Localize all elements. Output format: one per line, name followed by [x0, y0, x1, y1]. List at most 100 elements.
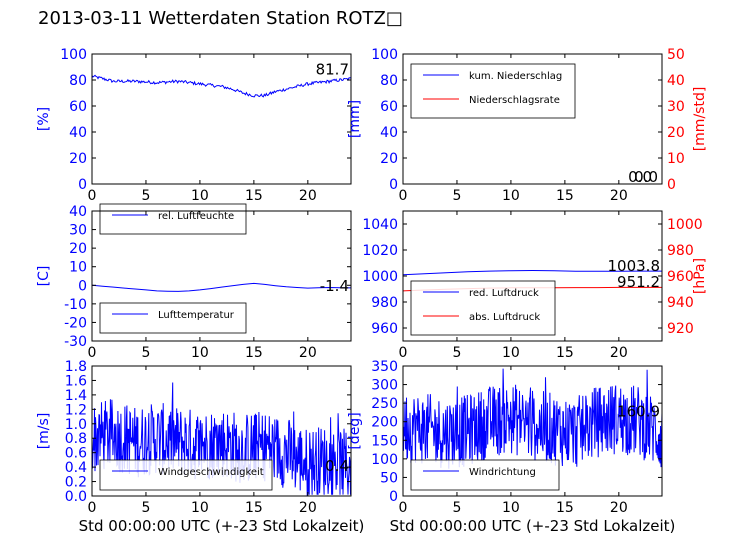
- legend-temperature: Lufttemperatur: [99, 302, 247, 334]
- value-annotation: 1003.8: [608, 257, 661, 275]
- legend-box: [99, 203, 247, 235]
- y-tick-label: 1020: [362, 243, 398, 259]
- y-tick-label: 0.4: [65, 460, 87, 476]
- y2-tick-label: 20: [667, 125, 685, 141]
- legend-label: Niederschlagsrate: [469, 95, 560, 106]
- legend-label: abs. Luftdruck: [469, 312, 540, 323]
- y-tick-label: 20: [69, 151, 87, 167]
- y-tick-label: 0.2: [65, 475, 87, 491]
- y-tick-label: 0.0: [65, 489, 87, 505]
- legend-label: rel. Luftfeuchte: [158, 211, 234, 222]
- x-tick-label: 20: [610, 345, 628, 361]
- legend-label: kum. Niederschlag: [469, 71, 562, 82]
- y-tick-label: 300: [371, 378, 398, 394]
- value-annotation: 0.0: [628, 168, 652, 186]
- y-tick-label: -20: [64, 315, 87, 331]
- y-tick-label: 980: [371, 295, 398, 311]
- y-tick-label: 20: [380, 151, 398, 167]
- x-tick-label: 20: [610, 500, 628, 516]
- panel-temperature: 0 5 10 15 20 -30 -20 -10 0 10 20 30 40 [C] Lufttempera…: [36, 204, 352, 361]
- y-tick-label: 40: [69, 204, 87, 220]
- series-line-temperature-0: [91, 282, 352, 292]
- value-annotation: 0.4: [325, 457, 349, 475]
- legend-label: red. Luftdruck: [469, 288, 539, 299]
- legend-box: [410, 63, 576, 119]
- series-line-windspeed-0: [91, 382, 352, 497]
- y2-tick-label: 920: [667, 321, 694, 337]
- x-tick-label: 5: [141, 188, 150, 204]
- value-annotation: 951.2: [617, 273, 660, 291]
- y2-tick-label: 0: [667, 177, 676, 193]
- y2-axis-label: [mm/std]: [692, 87, 708, 152]
- x-tick-label: 15: [556, 500, 574, 516]
- x-tick-label: 20: [299, 188, 317, 204]
- x-tick-label: 5: [141, 500, 150, 516]
- legend-precip: kum. Niederschlag Niederschlagsrate: [410, 63, 576, 119]
- value-annotation: 160.9: [617, 403, 660, 421]
- y-tick-label: 80: [69, 73, 87, 89]
- legend-box: [410, 459, 560, 491]
- y-tick-label: -30: [64, 334, 87, 350]
- legend-label: Windrichtung: [469, 467, 536, 478]
- y-tick-label: 350: [371, 359, 398, 375]
- y-axis-label: [deg]: [347, 412, 363, 449]
- y-tick-label: 40: [380, 125, 398, 141]
- y-tick-label: 0.8: [65, 431, 87, 447]
- value-annotation: -1.4: [320, 277, 349, 295]
- y-tick-label: 1.6: [65, 373, 87, 389]
- value-annotation: 81.7: [316, 61, 349, 79]
- plot-frame: [91, 365, 352, 497]
- y2-tick-label: 40: [667, 73, 685, 89]
- y2-tick-label: 30: [667, 99, 685, 115]
- y-tick-label: 0: [389, 177, 398, 193]
- legend-box: [99, 302, 247, 334]
- page-title: 2013-03-11 Wetterdaten Station ROTZ□: [38, 8, 403, 29]
- x-tick-label: 0: [399, 345, 408, 361]
- x-tick-label: 20: [299, 345, 317, 361]
- legend-windspeed: Windgeschwindigkeit: [99, 459, 273, 491]
- legend-humidity: rel. Luftfeuchte: [99, 203, 247, 235]
- y-tick-label: 100: [371, 47, 398, 63]
- y2-tick-label: 10: [667, 151, 685, 167]
- y-tick-label: 0: [78, 278, 87, 294]
- series-line-pressure-0: [402, 269, 662, 276]
- x-tick-label: 5: [452, 500, 461, 516]
- x-tick-label: 15: [556, 188, 574, 204]
- x-tick-label: 0: [88, 500, 97, 516]
- x-tick-label: 15: [245, 188, 263, 204]
- x-tick-label: 10: [502, 345, 520, 361]
- y-tick-label: 200: [371, 415, 398, 431]
- x-tick-label: 10: [502, 188, 520, 204]
- y-tick-label: 1040: [362, 217, 398, 233]
- series-line-humidity-0: [91, 74, 352, 98]
- x-tick-label: 5: [452, 188, 461, 204]
- panel-windspeed: 0 5 10 15 200.00.20.40.60.81.01.21.41.61.8[m…: [36, 359, 364, 535]
- legend-winddir: Windrichtung: [410, 459, 560, 491]
- y-axis-label: [C]: [36, 266, 52, 287]
- plot-frame: [402, 53, 663, 185]
- legend-label: Lufttemperatur: [158, 310, 235, 321]
- x-axis-label: Std 00:00:00 UTC (+-23 Std Lokalzeit): [390, 517, 676, 535]
- y2-tick-label: 980: [667, 243, 694, 259]
- x-tick-label: 10: [191, 188, 209, 204]
- y-tick-label: 100: [371, 452, 398, 468]
- y2-tick-label: 940: [667, 295, 694, 311]
- y-tick-label: 1.2: [65, 402, 87, 418]
- y2-tick-label: 1000: [667, 217, 703, 233]
- y-tick-label: 1.4: [65, 388, 87, 404]
- x-tick-label: 15: [245, 345, 263, 361]
- x-tick-label: 15: [556, 345, 574, 361]
- y-tick-label: 150: [371, 433, 398, 449]
- y-tick-label: 250: [371, 396, 398, 412]
- y-tick-label: -10: [64, 297, 87, 313]
- plot-frame: [91, 53, 352, 185]
- x-tick-label: 5: [452, 345, 461, 361]
- y2-axis-label: [hPa]: [692, 258, 708, 294]
- y-tick-label: 0: [389, 489, 398, 505]
- x-tick-label: 20: [610, 188, 628, 204]
- y-tick-label: 10: [69, 260, 87, 276]
- plot-frame: [402, 365, 663, 497]
- y2-tick-label: 960: [667, 269, 694, 285]
